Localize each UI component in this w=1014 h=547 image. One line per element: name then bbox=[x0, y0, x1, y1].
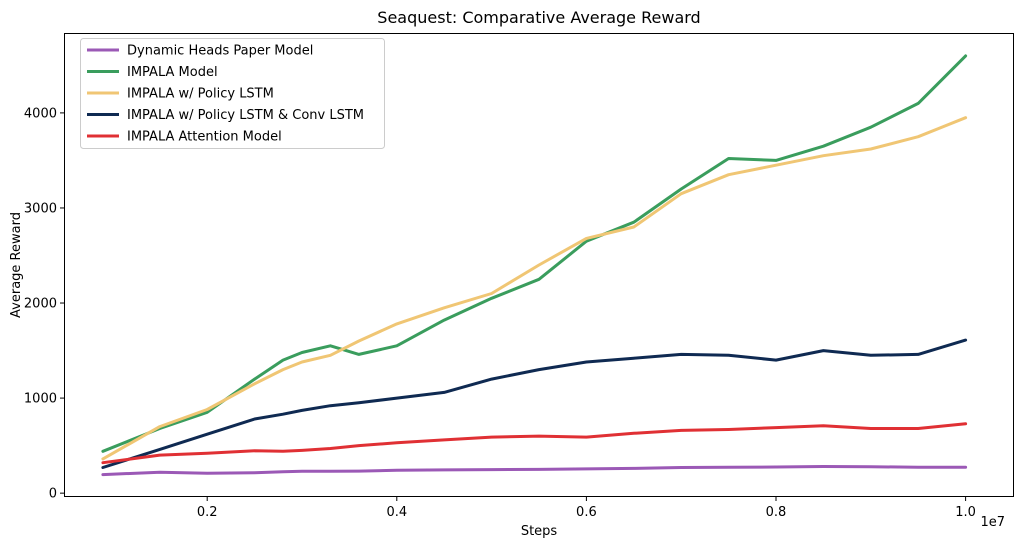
x-tick-label: 0.4 bbox=[386, 505, 407, 520]
legend: Dynamic Heads Paper Model IMPALA Model IMP… bbox=[80, 38, 385, 149]
y-tick-label: 3000 bbox=[24, 201, 57, 216]
y-tick-label: 0 bbox=[49, 487, 57, 502]
y-tick-label: 1000 bbox=[24, 392, 57, 407]
legend-label-5: IMPALA Attention Model bbox=[127, 130, 282, 145]
series-line-3 bbox=[101, 116, 968, 461]
x-tick-label: 1.0 bbox=[955, 505, 976, 520]
legend-frame bbox=[80, 38, 385, 149]
ticks-layer: 0.2 0.4 0.6 0.8 1.0 0 1000 2000 3000 4000 bbox=[24, 106, 976, 520]
y-tick-label: 2000 bbox=[24, 297, 57, 312]
series-line-1 bbox=[101, 465, 968, 477]
x-scale-label: 1e7 bbox=[980, 515, 1005, 530]
legend-label-2: IMPALA Model bbox=[127, 65, 218, 80]
y-axis-label: Average Reward bbox=[9, 212, 24, 318]
legend-label-3: IMPALA w/ Policy LSTM bbox=[127, 87, 274, 102]
legend-label-4: IMPALA w/ Policy LSTM & Conv LSTM bbox=[127, 108, 364, 123]
y-tick-label: 4000 bbox=[24, 106, 57, 121]
chart-title: Seaquest: Comparative Average Reward bbox=[377, 8, 700, 27]
x-axis-label: Steps bbox=[521, 524, 558, 539]
legend-label-1: Dynamic Heads Paper Model bbox=[127, 44, 313, 59]
series-line-2 bbox=[101, 54, 968, 453]
x-tick-label: 0.6 bbox=[576, 505, 597, 520]
series-line-4 bbox=[101, 338, 968, 469]
x-tick-label: 0.2 bbox=[197, 505, 218, 520]
series-line-5 bbox=[101, 422, 968, 465]
x-tick-label: 0.8 bbox=[766, 505, 787, 520]
series-layer bbox=[101, 54, 968, 477]
